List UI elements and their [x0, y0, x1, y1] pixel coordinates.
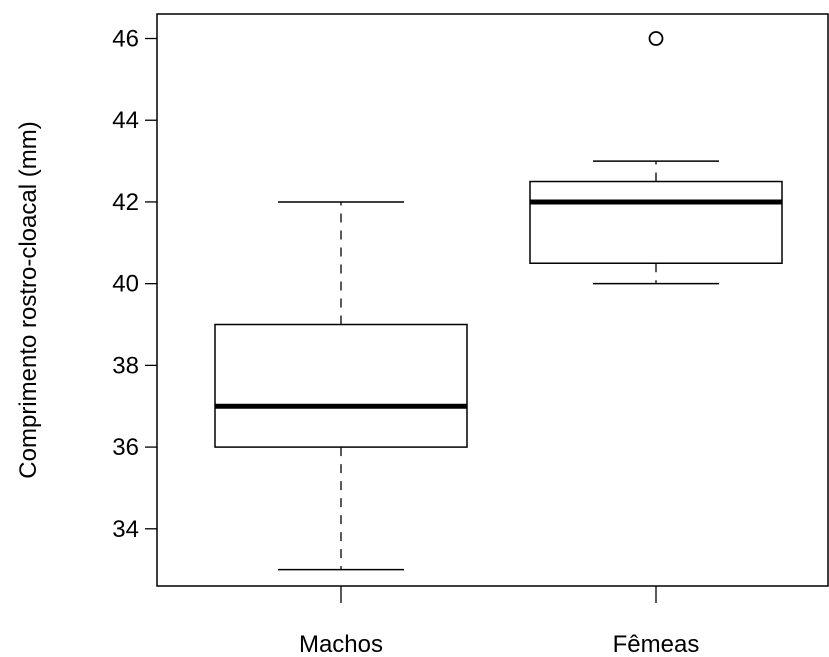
- y-tick-label: 42: [112, 189, 139, 216]
- plot-frame: [156, 13, 829, 587]
- y-tick-label: 34: [112, 516, 139, 543]
- y-axis-title: Comprimento rostro-cloacal (mm): [15, 121, 42, 478]
- y-axis: 34 36 38 40 42 44 46: [112, 26, 157, 543]
- outlier-point: [648, 31, 664, 46]
- x-axis: Machos Fêmeas: [299, 586, 699, 657]
- y-tick-label: 38: [112, 352, 139, 379]
- y-tick-label: 40: [112, 271, 139, 298]
- iqr-box: [529, 180, 783, 264]
- box-group: [214, 31, 783, 571]
- y-tick-label: 36: [112, 434, 139, 461]
- x-tick-label: Machos: [299, 631, 383, 657]
- y-tick-label: 44: [112, 107, 139, 134]
- iqr-box: [214, 323, 468, 448]
- y-tick-label: 46: [112, 26, 139, 53]
- x-tick-label: Fêmeas: [613, 631, 700, 657]
